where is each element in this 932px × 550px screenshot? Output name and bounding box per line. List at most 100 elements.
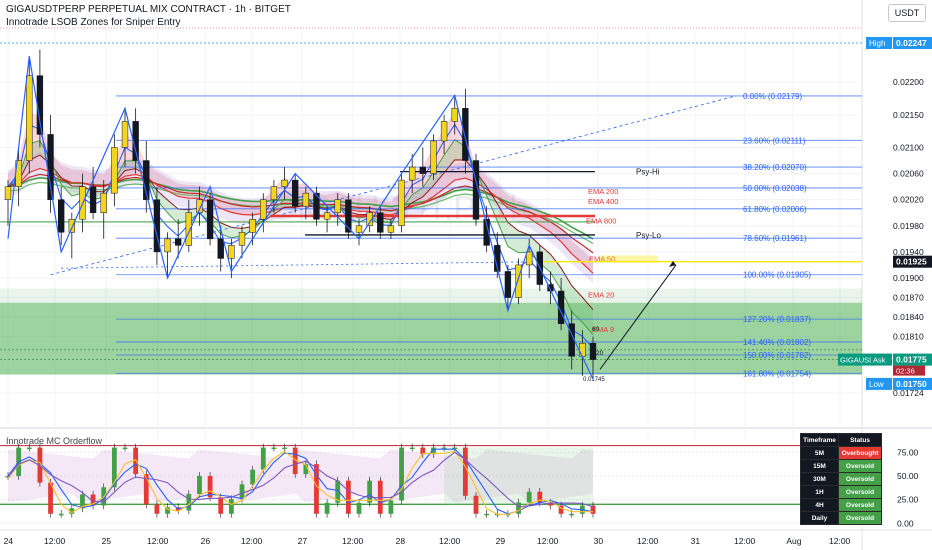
candle-body	[292, 179, 299, 207]
candle-body	[504, 271, 512, 298]
table-row: 15M Oversold	[800, 459, 882, 473]
price-tick-label: 0.02150	[893, 110, 924, 120]
high-tag-label: High	[869, 39, 885, 48]
status-cell: Overbought	[838, 446, 882, 460]
fib-level-label: 38.20% (0.02070)	[743, 163, 807, 172]
oscillator-bar	[388, 500, 394, 514]
candle-body	[68, 219, 75, 233]
candle-body	[515, 264, 522, 298]
oscillator-bar	[122, 447, 128, 450]
oscillator-band	[8, 449, 593, 503]
time-tick-label: 12:00	[734, 536, 756, 546]
oscillator-bar	[69, 508, 75, 514]
time-tick-label: 12:00	[342, 536, 364, 546]
oscillator-bar	[80, 494, 85, 509]
price-tick-label: 0.01980	[893, 221, 924, 231]
time-tick-label: 12:00	[829, 536, 851, 546]
target-tag-value: 0.01925	[896, 257, 927, 267]
candle-body	[409, 166, 416, 181]
oscillator-bar	[473, 495, 479, 514]
fib-level-label: 50.00% (0.02038)	[743, 184, 807, 193]
candle-body	[206, 199, 214, 240]
lsob-zone	[0, 302, 862, 375]
oscillator-bar	[409, 447, 415, 450]
current-price-bg	[893, 353, 932, 366]
table-row: 30M Oversold	[800, 472, 882, 486]
oscillator-tick-label: 50.00	[897, 471, 919, 481]
candle-body	[387, 225, 395, 233]
table-header-status: Status	[838, 433, 882, 447]
zone-label: 20	[596, 350, 604, 357]
ask-tag: Ask	[873, 356, 886, 365]
target-marker	[600, 255, 658, 263]
oscillator-bar	[420, 447, 426, 455]
price-tick-label: 0.01724	[893, 388, 924, 398]
zone-label: 0.01745	[583, 377, 605, 383]
timeframe-cell: 1H	[800, 485, 839, 499]
ema-label: EMA 400	[588, 197, 618, 206]
target-tag-value-bg	[893, 255, 932, 268]
oscillator-bar	[324, 502, 330, 514]
oscillator-bar	[111, 447, 117, 488]
status-cell: Oversold	[838, 485, 882, 499]
candle-body	[579, 343, 586, 357]
time-tick-label: 12:00	[439, 536, 461, 546]
oscillator-blue-line	[7, 448, 594, 515]
time-tick-label: 31	[691, 536, 701, 546]
oscillator-bar	[462, 447, 468, 496]
projection-arrow-head	[669, 260, 676, 267]
candle-body	[238, 232, 246, 246]
oscillator-bar	[186, 493, 192, 511]
oscillator-bar	[250, 469, 256, 485]
candle-body	[217, 238, 224, 259]
countdown-bg	[893, 365, 925, 376]
candle-body	[313, 192, 320, 220]
price-tick-label: 0.01840	[893, 312, 924, 322]
symbol-tag-bg	[838, 353, 874, 366]
fib-level-label: 161.80% (0.01754)	[743, 369, 811, 378]
candle-body	[398, 179, 405, 227]
timeframe-cell: 30M	[800, 472, 839, 486]
candle-body	[270, 186, 278, 200]
oscillator-bar	[548, 502, 553, 506]
zigzag-line	[7, 56, 594, 380]
green-cloud	[8, 139, 593, 335]
high-tag-value: 0.02247	[896, 38, 927, 48]
table-row: 4H Oversold	[800, 498, 882, 512]
time-tick-label: 24	[4, 536, 14, 546]
time-tick-label: 12:00	[241, 536, 263, 546]
table-header-row: Timeframe Status	[800, 433, 882, 447]
time-tick-label: 25	[102, 536, 112, 546]
symbol-title: GIGAUSDTPERP PERPETUAL MIX CONTRACT · 1h…	[6, 4, 291, 15]
currency-button[interactable]: USDT	[888, 4, 926, 22]
fib-level-label: 78.60% (0.01961)	[743, 234, 807, 243]
oscillator-bar	[228, 499, 234, 514]
oscillator-purple-line	[7, 451, 594, 508]
oscillator-bar	[516, 502, 521, 514]
fib-level-label: 100.00% (0.01905)	[743, 271, 811, 280]
candle-body	[100, 192, 107, 213]
oscillator-bar	[207, 475, 213, 498]
timeframe-cell: 4H	[800, 498, 839, 512]
candle-body	[366, 212, 373, 227]
candle-body	[228, 245, 235, 259]
low-tag-value-bg	[893, 377, 932, 390]
fib-level-label: 150.00% (0.01782)	[743, 351, 811, 360]
oscillator-bar	[367, 480, 373, 503]
oscillator-bar	[48, 482, 53, 514]
time-tick-label: 12:00	[537, 536, 559, 546]
ask-tag-bg	[871, 353, 892, 366]
candle-body	[26, 75, 33, 161]
low-tag-value: 0.01750	[896, 379, 927, 389]
ema-label: EMA 50	[589, 254, 615, 263]
table-row: 5M Overbought	[800, 446, 882, 460]
oscillator-bar	[590, 505, 596, 514]
fib-level-label: 0.00% (0.02179)	[743, 92, 802, 101]
zone-label: 60	[592, 326, 600, 333]
symbol-tag: GIGAUSDT	[840, 356, 880, 365]
oscillator-bar	[165, 507, 170, 514]
ema-label: EMA 9	[592, 325, 614, 334]
candle-body	[323, 212, 331, 220]
